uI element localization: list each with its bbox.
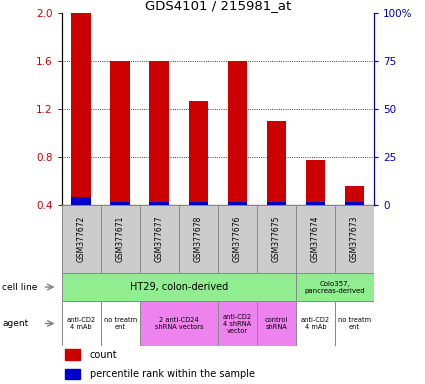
Bar — [150, 61, 169, 205]
Bar — [266, 202, 286, 205]
Bar — [335, 205, 374, 273]
Bar — [140, 205, 179, 273]
Bar — [65, 349, 80, 360]
Bar — [140, 301, 218, 346]
Bar — [189, 202, 208, 205]
Bar — [345, 202, 364, 205]
Bar — [257, 205, 296, 273]
Text: control
shRNA: control shRNA — [265, 317, 288, 330]
Bar — [101, 301, 140, 346]
Bar — [296, 273, 374, 301]
Bar — [218, 205, 257, 273]
Text: no treatm
ent: no treatm ent — [104, 317, 137, 330]
Bar — [306, 202, 325, 205]
Text: GSM377671: GSM377671 — [116, 216, 125, 262]
Text: percentile rank within the sample: percentile rank within the sample — [90, 369, 255, 379]
Text: GSM377674: GSM377674 — [311, 216, 320, 262]
Bar — [257, 301, 296, 346]
Text: anti-CD2
4 mAb: anti-CD2 4 mAb — [67, 317, 96, 330]
Text: anti-CD2
4 mAb: anti-CD2 4 mAb — [301, 317, 330, 330]
Text: GSM377677: GSM377677 — [155, 216, 164, 262]
Bar — [71, 197, 91, 205]
Bar — [62, 301, 101, 346]
Text: GSM377672: GSM377672 — [76, 216, 86, 262]
Bar — [110, 202, 130, 205]
Text: cell line: cell line — [2, 283, 37, 291]
Bar — [62, 273, 296, 301]
Title: GDS4101 / 215981_at: GDS4101 / 215981_at — [144, 0, 291, 12]
Text: count: count — [90, 350, 117, 360]
Bar — [179, 205, 218, 273]
Text: HT29, colon-derived: HT29, colon-derived — [130, 282, 228, 292]
Bar — [65, 369, 80, 379]
Bar — [218, 301, 257, 346]
Text: GSM377678: GSM377678 — [194, 216, 203, 262]
Bar — [296, 205, 335, 273]
Text: GSM377673: GSM377673 — [350, 216, 359, 262]
Bar — [335, 301, 374, 346]
Bar — [71, 13, 91, 205]
Bar — [62, 205, 101, 273]
Text: no treatm
ent: no treatm ent — [338, 317, 371, 330]
Bar — [266, 121, 286, 205]
Text: 2 anti-CD24
shRNA vectors: 2 anti-CD24 shRNA vectors — [155, 317, 203, 330]
Text: Colo357,
pancreas-derived: Colo357, pancreas-derived — [305, 281, 365, 293]
Bar — [101, 205, 140, 273]
Text: anti-CD2
4 shRNA
vector: anti-CD2 4 shRNA vector — [223, 313, 252, 334]
Bar — [150, 202, 169, 205]
Bar — [227, 202, 247, 205]
Bar — [306, 160, 325, 205]
Text: GSM377675: GSM377675 — [272, 216, 281, 262]
Text: agent: agent — [2, 319, 28, 328]
Bar — [189, 101, 208, 205]
Bar — [227, 61, 247, 205]
Bar — [345, 186, 364, 205]
Bar — [296, 301, 335, 346]
Bar — [110, 61, 130, 205]
Text: GSM377676: GSM377676 — [233, 216, 242, 262]
